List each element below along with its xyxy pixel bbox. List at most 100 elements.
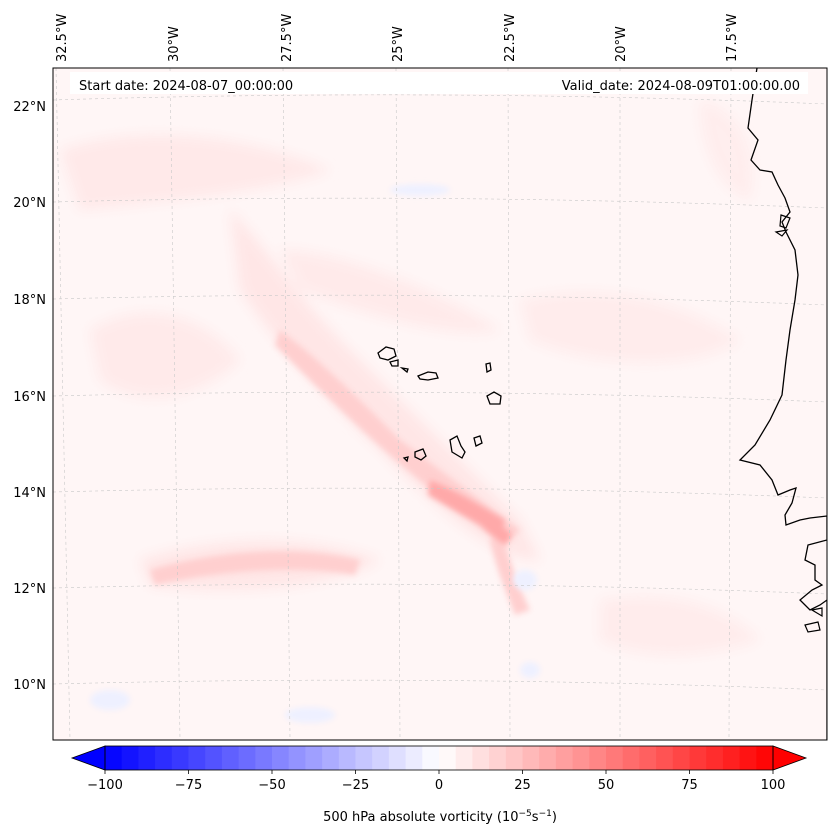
colorbar-variable: 500 hPa absolute vorticity (323, 810, 493, 825)
west-africa-coastline (738, 68, 827, 740)
colorbar-tick-label: 25 (514, 778, 531, 793)
colorbar-segment (171, 746, 189, 770)
colorbar-segment (689, 746, 707, 770)
lon-label-32-5w: 32.5°W (55, 14, 70, 62)
island-sao-nicolau (417, 371, 439, 381)
parallel-12n (53, 583, 827, 595)
colorbar-segment (739, 746, 757, 770)
colorbar-segment (606, 746, 624, 770)
colorbar-segment (489, 746, 507, 770)
colorbar-segment (388, 746, 407, 770)
lon-label-25w: 25°W (391, 26, 406, 62)
latitude-labels: 22°N 20°N 18°N 16°N 14°N 12°N 10°N (13, 100, 46, 693)
colorbar-segment (355, 746, 373, 770)
parallel-18n (53, 294, 827, 306)
colorbar-segment (105, 746, 123, 770)
graticule (53, 68, 827, 740)
meridian-17-5w (728, 68, 732, 740)
colorbar-segment (472, 746, 490, 770)
colorbar-segments (105, 746, 774, 770)
colorbar-segment (672, 746, 690, 770)
parallel-14n (53, 487, 827, 499)
colorbar-tick-label: 50 (598, 778, 615, 793)
meridian-25w (395, 68, 401, 740)
parallel-16n (53, 391, 827, 403)
colorbar-units-close: ) (552, 810, 557, 825)
colorbar-segment (589, 746, 607, 770)
colorbar-segment (205, 746, 223, 770)
colorbar-units-exp2: −1 (539, 809, 552, 819)
lon-label-30w: 30°W (167, 26, 182, 62)
colorbar-segment (121, 746, 139, 770)
colorbar-segment (221, 746, 240, 770)
colorbar-tick-label: 0 (435, 778, 443, 793)
colorbar-segment (138, 746, 156, 770)
colorbar-segment (255, 746, 273, 770)
island-santo-antao (377, 346, 397, 361)
island-sao-vicente (389, 359, 399, 367)
colorbar-label: 500 hPa absolute vorticity (10−5s−1) (323, 809, 557, 825)
colorbar-segment (656, 746, 674, 770)
colorbar-segment (439, 746, 457, 770)
start-date-annotation: Start date: 2024-08-07_00:00:00 (79, 79, 293, 94)
colorbar-segment (422, 746, 440, 770)
colorbar-segment (539, 746, 557, 770)
colorbar-units-open: (10 (497, 810, 519, 825)
colorbar: −100 −75 −50 −25 0 25 50 75 100 500 hPa absolute… (70, 745, 808, 825)
parallel-10n (53, 679, 827, 691)
positive-vorticity-band (150, 330, 530, 615)
colorbar-tick-label: −50 (258, 778, 285, 793)
valid-date-annotation: Valid_date: 2024-08-09T01:00:00.00 (562, 79, 800, 94)
island-santa-luzia (399, 366, 409, 374)
colorbar-segment (505, 746, 523, 770)
colorbar-segment (722, 746, 741, 770)
colorbar-extend-high-arrow (772, 745, 808, 771)
meridian-22-5w (507, 68, 511, 740)
lon-label-22-5w: 22.5°W (503, 14, 518, 62)
cape-verde-islands (377, 346, 502, 463)
island-sal (485, 362, 492, 373)
island-santiago (449, 435, 466, 459)
colorbar-segment (155, 746, 173, 770)
lat-label-10n: 10°N (13, 678, 46, 693)
lat-label-14n: 14°N (13, 486, 46, 501)
colorbar-tick-label: −25 (342, 778, 369, 793)
colorbar-segment (372, 746, 390, 770)
parallel-20n (53, 197, 827, 209)
lat-label-20n: 20°N (13, 196, 46, 211)
colorbar-segment (272, 746, 290, 770)
colorbar-segment (238, 746, 256, 770)
colorbar-segment (288, 746, 306, 770)
colorbar-segment (322, 746, 340, 770)
colorbar-tick-label: 75 (681, 778, 698, 793)
colorbar-segment (305, 746, 323, 770)
parallel-22n (53, 94, 827, 105)
colorbar-segment (622, 746, 640, 770)
meridian-32-5w (55, 68, 71, 740)
strong-positive-vorticity-core (428, 480, 512, 545)
lon-label-27-5w: 27.5°W (280, 14, 295, 62)
colorbar-tick-label: −100 (87, 778, 123, 793)
lat-label-22n: 22°N (13, 100, 46, 115)
island-maio (473, 435, 483, 447)
colorbar-segment (522, 746, 540, 770)
lon-label-17-5w: 17.5°W (725, 14, 740, 62)
island-brava (402, 456, 409, 463)
colorbar-segment (338, 746, 356, 770)
colorbar-segment (555, 746, 574, 770)
colorbar-tick-label: −75 (175, 778, 202, 793)
coast-detail-north (774, 214, 791, 237)
weak-negative-vorticity-regions (90, 184, 540, 723)
colorbar-ticks: −100 −75 −50 −25 0 25 50 75 100 (87, 770, 785, 793)
lon-label-20w: 20°W (614, 26, 629, 62)
map-plot-area (53, 68, 827, 740)
meridian-27-5w (282, 68, 291, 740)
colorbar-tick-label: 100 (761, 778, 786, 793)
lat-label-18n: 18°N (13, 293, 46, 308)
island-boa-vista (486, 391, 502, 405)
lat-label-12n: 12°N (13, 582, 46, 597)
colorbar-units-exp1: −5 (519, 809, 532, 819)
colorbar-segment (756, 746, 774, 770)
island-fogo (414, 448, 427, 461)
lat-label-16n: 16°N (13, 390, 46, 405)
